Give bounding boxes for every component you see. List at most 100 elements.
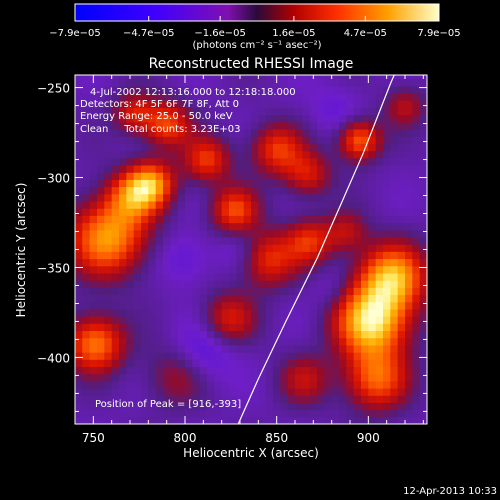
- heatmap-cell: [126, 330, 135, 339]
- heatmap-cell: [405, 150, 413, 159]
- heatmap-cell: [273, 92, 281, 101]
- heatmap-cell: [302, 301, 311, 310]
- heatmap-cell: [155, 359, 164, 368]
- heatmap-cell: [361, 229, 369, 238]
- heatmap-cell: [148, 373, 157, 382]
- heatmap-cell: [375, 121, 384, 130]
- heatmap-cell: [185, 215, 193, 224]
- heatmap-cell: [361, 409, 369, 418]
- heatmap-cell: [163, 157, 171, 166]
- heatmap-cell: [214, 301, 223, 310]
- heatmap-cell: [353, 359, 362, 368]
- heatmap-cell: [207, 121, 215, 130]
- heatmap-cell: [229, 395, 237, 404]
- heatmap-cell: [405, 337, 413, 346]
- heatmap-cell: [331, 308, 340, 317]
- heatmap-cell: [82, 128, 91, 137]
- heatmap-cell: [141, 380, 149, 389]
- heatmap-cell: [251, 244, 259, 252]
- heatmap-cell: [229, 100, 237, 108]
- heatmap-cell: [346, 409, 355, 418]
- heatmap-cell: [324, 186, 333, 195]
- heatmap-cell: [214, 258, 223, 267]
- heatmap-cell: [361, 344, 369, 353]
- heatmap-cell: [368, 179, 377, 188]
- heatmap-cell: [295, 373, 303, 382]
- heatmap-cell: [375, 409, 384, 418]
- heatmap-cell: [383, 301, 391, 310]
- heatmap-cell: [148, 272, 157, 281]
- heatmap-cell: [339, 143, 347, 152]
- heatmap-cell: [251, 85, 259, 94]
- heatmap-cell: [141, 402, 149, 411]
- heatmap-cell: [412, 344, 421, 353]
- heatmap-cell: [126, 316, 135, 324]
- heatmap-cell: [229, 251, 237, 260]
- x-tick-label: 750: [82, 431, 105, 445]
- heatmap-cell: [119, 193, 127, 202]
- heatmap-cell: [287, 265, 296, 274]
- heatmap-cell: [265, 121, 274, 130]
- heatmap-cell: [192, 186, 201, 195]
- heatmap-cell: [331, 402, 340, 411]
- heatmap-cell: [258, 316, 267, 324]
- heatmap-cell: [89, 186, 98, 195]
- heatmap-cell: [207, 229, 215, 238]
- heatmap-cell: [302, 395, 311, 404]
- heatmap-cell: [339, 272, 347, 281]
- heatmap-cell: [185, 75, 193, 80]
- heatmap-cell: [309, 344, 318, 353]
- heatmap-cell: [390, 236, 399, 245]
- heatmap-cell: [119, 92, 127, 101]
- heatmap-cell: [353, 229, 362, 238]
- heatmap-cell: [251, 402, 259, 411]
- heatmap-cell: [104, 92, 113, 101]
- heatmap-cell: [295, 416, 303, 424]
- heatmap-cell: [148, 157, 157, 166]
- heatmap-cell: [375, 215, 384, 224]
- heatmap-cell: [97, 323, 105, 332]
- heatmap-cell: [309, 114, 318, 123]
- heatmap-cell: [390, 280, 399, 288]
- heatmap-cell: [111, 337, 120, 346]
- heatmap-cell: [111, 229, 120, 238]
- heatmap-cell: [221, 186, 230, 195]
- heatmap-cell: [82, 244, 91, 252]
- heatmap-cell: [375, 236, 384, 245]
- heatmap-cell: [97, 215, 105, 224]
- heatmap-cell: [383, 366, 391, 375]
- heatmap-cell: [155, 157, 164, 166]
- heatmap-cell: [141, 157, 149, 166]
- heatmap-cell: [148, 229, 157, 238]
- heatmap-cell: [97, 107, 105, 116]
- heatmap-cell: [221, 388, 230, 396]
- heatmap-cell: [317, 200, 325, 209]
- heatmap-cell: [185, 92, 193, 101]
- heatmap-cell: [111, 280, 120, 288]
- heatmap-cell: [104, 416, 113, 424]
- heatmap-cell: [361, 416, 369, 424]
- heatmap-cell: [280, 388, 289, 396]
- heatmap-cell: [126, 359, 135, 368]
- heatmap-cell: [185, 359, 193, 368]
- heatmap-cell: [383, 92, 391, 101]
- heatmap-cell: [419, 121, 427, 130]
- heatmap-cell: [375, 323, 384, 332]
- heatmap-cell: [258, 150, 267, 159]
- heatmap-cell: [75, 107, 83, 116]
- heatmap-cell: [148, 280, 157, 288]
- heatmap-cell: [397, 208, 406, 216]
- heatmap-cell: [273, 373, 281, 382]
- heatmap-cell: [177, 251, 186, 260]
- heatmap-cell: [82, 388, 91, 396]
- heatmap-cell: [155, 100, 164, 108]
- peak-position-label: Position of Peak = [916,-393]: [95, 399, 241, 410]
- heatmap-cell: [280, 272, 289, 281]
- heatmap-cell: [405, 114, 413, 123]
- heatmap-cell: [243, 388, 252, 396]
- heatmap-cell: [361, 366, 369, 375]
- heatmap-cell: [412, 416, 421, 424]
- heatmap-cell: [383, 395, 391, 404]
- heatmap-cell: [383, 344, 391, 353]
- heatmap-cell: [133, 128, 142, 137]
